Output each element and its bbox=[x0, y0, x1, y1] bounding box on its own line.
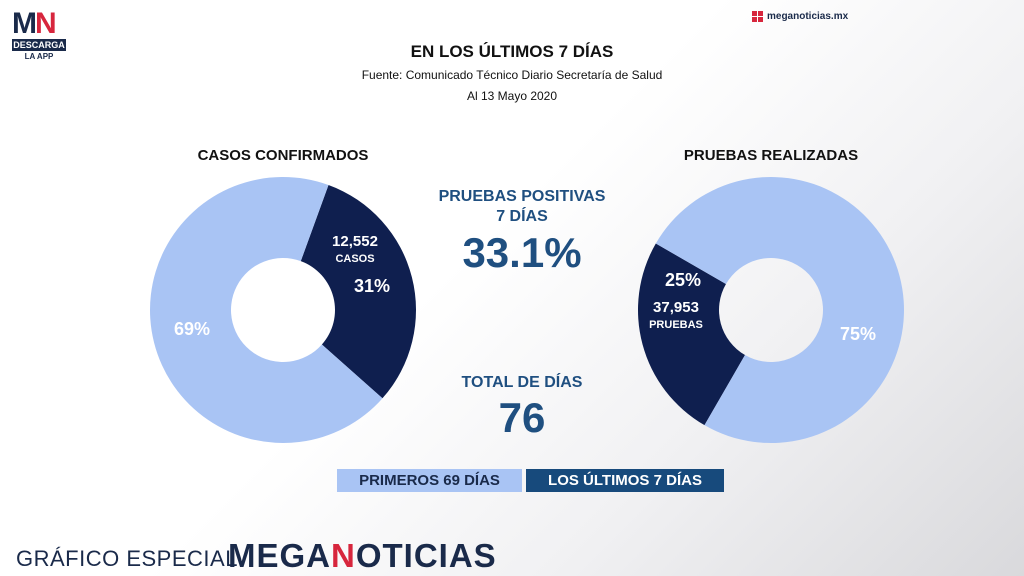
mn-logo[interactable]: MN DESCARGA LA APP bbox=[12, 7, 66, 61]
slice-first-69-days bbox=[655, 176, 904, 443]
slice-count: 12,552 bbox=[332, 233, 378, 250]
slice-count-unit: CASOS bbox=[335, 253, 374, 265]
legend-first-69-days: PRIMEROS 69 DÍAS bbox=[337, 469, 522, 492]
chart-title-casos: CASOS CONFIRMADOS bbox=[197, 147, 369, 164]
positivas-sub: 7 DÍAS bbox=[496, 208, 548, 225]
mn-logo-letters: MN bbox=[12, 7, 57, 40]
site-brand[interactable]: meganoticias.mx bbox=[752, 11, 848, 22]
slice-count: 37,953 bbox=[653, 299, 699, 316]
footer-brand[interactable]: MEGANOTICIAS bbox=[228, 537, 497, 574]
slice-label-first-69-days: 69% bbox=[174, 319, 210, 339]
footer-label: GRÁFICO ESPECIAL bbox=[16, 546, 238, 571]
slice-last-7-days bbox=[300, 185, 417, 399]
total-label: TOTAL DE DÍAS bbox=[461, 374, 583, 391]
chart-title-pruebas: PRUEBAS REALIZADAS bbox=[683, 147, 859, 164]
date-text: Al 13 Mayo 2020 bbox=[466, 89, 558, 103]
page-title: EN LOS ÚLTIMOS 7 DÍAS bbox=[410, 42, 614, 61]
positivas-value: 33.1% bbox=[462, 229, 582, 276]
mn-logo-band: DESCARGA bbox=[12, 39, 66, 51]
positivas-label: PRUEBAS POSITIVAS bbox=[438, 188, 606, 205]
total-value: 76 bbox=[498, 394, 546, 441]
site-url: meganoticias.mx bbox=[767, 11, 849, 22]
donut-casos: 69% 31% 12,552 CASOS bbox=[150, 176, 417, 444]
slice-last-7-days bbox=[637, 243, 745, 426]
slice-first-69-days bbox=[150, 176, 383, 444]
slice-label-last-7-days: 31% bbox=[354, 276, 390, 296]
donut-pruebas: 75% 25% 37,953 PRUEBAS bbox=[637, 176, 904, 443]
slice-label-first-69-days: 75% bbox=[840, 324, 876, 344]
slice-count-unit: PRUEBAS bbox=[649, 319, 703, 331]
legend-last-7-days: LOS ÚLTIMOS 7 DÍAS bbox=[526, 469, 724, 492]
meganoticias-icon bbox=[752, 11, 763, 22]
source-text: Fuente: Comunicado Técnico Diario Secret… bbox=[361, 68, 663, 82]
slice-label-last-7-days: 25% bbox=[665, 270, 701, 290]
mn-logo-app: LA APP bbox=[24, 52, 54, 61]
